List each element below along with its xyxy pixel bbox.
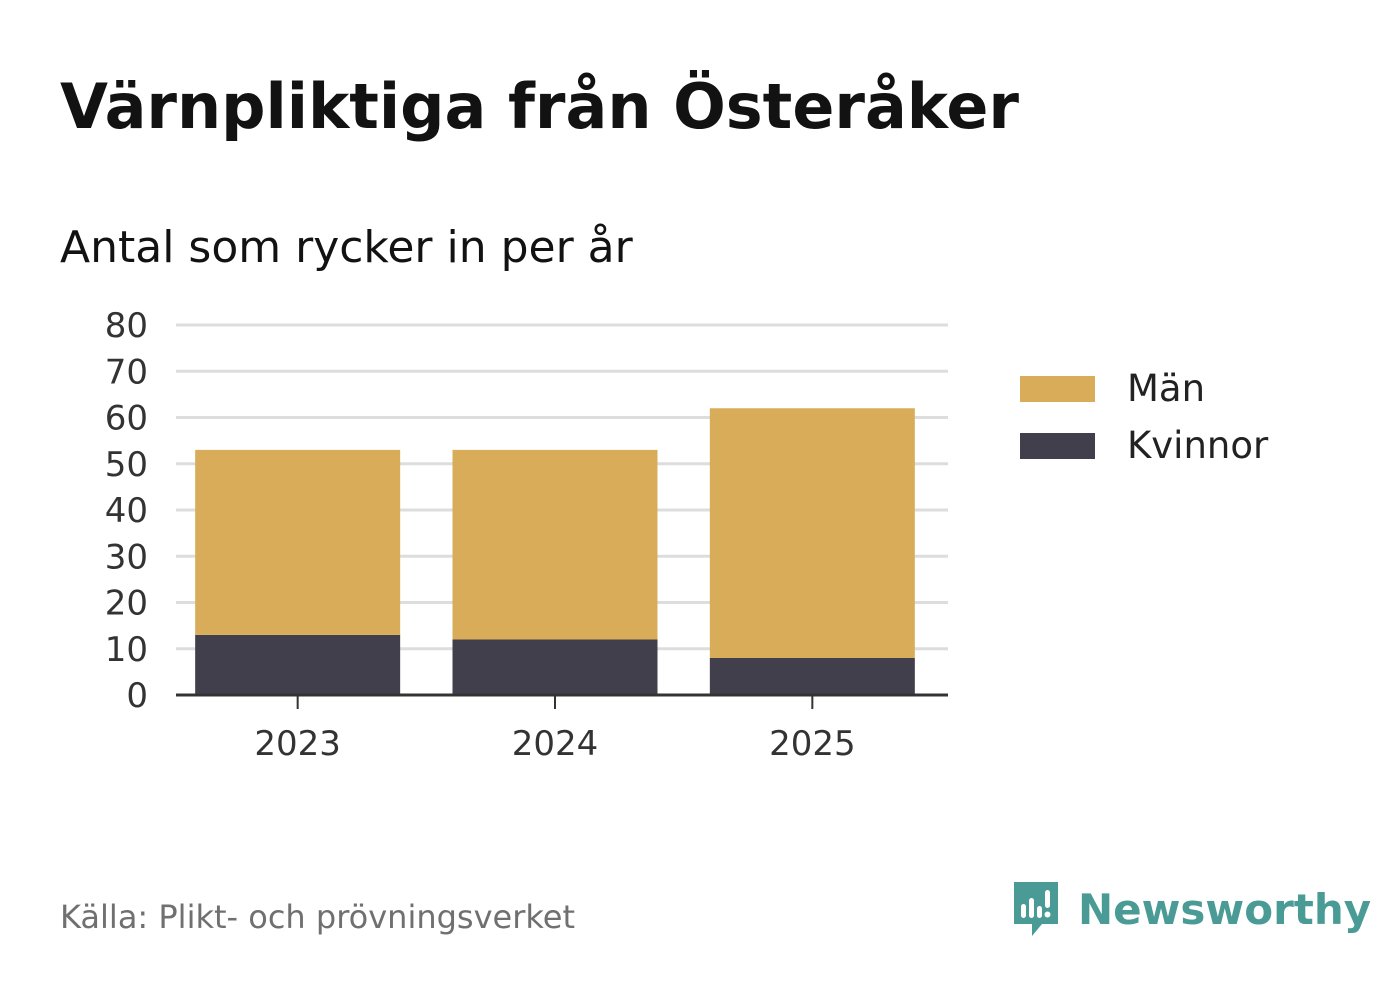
bars	[195, 408, 915, 695]
y-tick-label: 80	[105, 306, 148, 346]
legend-swatch-men	[1020, 375, 1095, 402]
y-tick-label: 70	[105, 352, 148, 392]
y-tick-label: 40	[105, 491, 148, 531]
x-tick-label: 2023	[254, 724, 341, 764]
y-tick-label: 20	[105, 584, 148, 624]
y-tick-label: 50	[105, 445, 148, 485]
bar-men-2024	[452, 449, 658, 640]
legend-swatch-women	[1020, 432, 1095, 459]
y-tick-label: 0	[126, 676, 148, 716]
x-axis-ticks: 2023 2024 2025	[254, 695, 856, 764]
bar-men-2025	[709, 408, 915, 658]
y-tick-label: 60	[105, 399, 148, 439]
x-tick-label: 2025	[769, 724, 856, 764]
x-tick-label: 2024	[512, 724, 599, 764]
y-tick-label: 10	[105, 630, 148, 670]
bar-women-2023	[195, 634, 401, 695]
legend-item-women: Kvinnor	[1020, 417, 1268, 474]
bar-women-2024	[452, 639, 658, 695]
y-tick-label: 30	[105, 537, 148, 577]
chart-subtitle: Antal som rycker in per år	[60, 222, 633, 273]
brand-logo: Newsworthy	[1010, 878, 1371, 940]
brand-name: Newsworthy	[1078, 884, 1372, 934]
legend-item-men: Män	[1020, 360, 1268, 417]
legend-label-men: Män	[1127, 367, 1206, 410]
legend: Män Kvinnor	[1020, 360, 1268, 474]
legend-label-women: Kvinnor	[1127, 424, 1269, 467]
y-axis-ticks: 0 10 20 30 40 50 60 70 80	[105, 306, 148, 716]
chart-title: Värnpliktiga från Österåker	[60, 70, 1019, 143]
bar-men-2023	[195, 449, 401, 635]
source-note: Källa: Plikt- och prövningsverket	[60, 898, 575, 936]
newsworthy-logo-icon	[1014, 882, 1058, 936]
bar-women-2025	[709, 658, 915, 695]
